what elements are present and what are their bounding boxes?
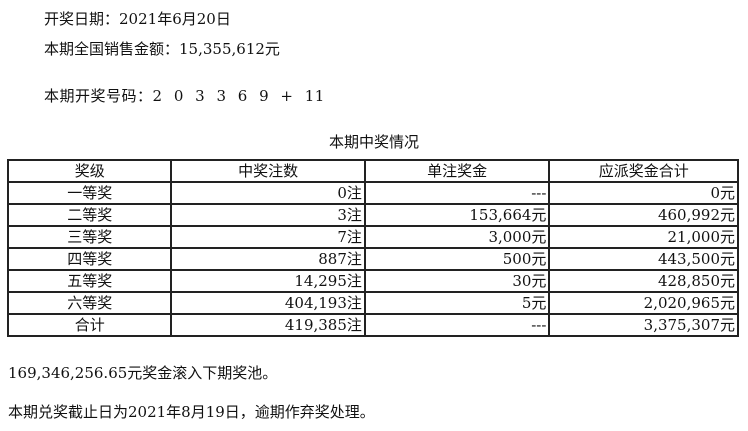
cell-total: 0元 [548, 181, 739, 205]
cell-level: 三等奖 [6, 225, 173, 249]
header-total: 应派奖金合计 [548, 159, 739, 183]
cell-level: 五等奖 [6, 269, 173, 293]
cell-prize: 153,664元 [363, 203, 551, 227]
cell-prize: --- [363, 313, 551, 337]
cell-level: 一等奖 [6, 181, 173, 205]
deadline-note: 本期兑奖截止日为2021年8月19日，逾期作弃奖处理。 [8, 403, 375, 421]
sales-value: 15,355,612元 [179, 40, 280, 58]
cell-total: 2,020,965元 [548, 291, 739, 315]
cell-level: 四等奖 [6, 247, 173, 271]
draw-date-value: 2021年6月20日 [119, 10, 231, 28]
cell-total: 443,500元 [548, 247, 739, 271]
table-row: 二等奖 3注 153,664元 460,992元 [6, 203, 739, 227]
sales: 本期全国销售金额：15,355,612元 [44, 38, 280, 59]
table-row: 六等奖 404,193注 5元 2,020,965元 [6, 291, 739, 315]
cell-level: 六等奖 [6, 291, 173, 315]
cell-prize: 5元 [363, 291, 551, 315]
prize-table: 奖级 中奖注数 单注奖金 应派奖金合计 一等奖 0注 --- 0元 二等奖 3注 153,6… [6, 159, 739, 337]
cell-count: 887注 [170, 247, 366, 271]
cell-count: 0注 [170, 181, 366, 205]
cell-count: 14,295注 [170, 269, 366, 293]
cell-total: 460,992元 [548, 203, 739, 227]
table-row: 合计 419,385注 --- 3,375,307元 [6, 313, 739, 337]
cell-total: 21,000元 [548, 225, 739, 249]
cell-prize: --- [363, 181, 551, 205]
cell-count: 419,385注 [170, 313, 366, 337]
numbers-label: 本期开奖号码： [44, 87, 153, 105]
cell-total: 3,375,307元 [548, 313, 739, 337]
cell-total: 428,850元 [548, 269, 739, 293]
cell-count: 404,193注 [170, 291, 366, 315]
winning-numbers: 本期开奖号码：2 0 3 3 6 9 + 11 [44, 85, 325, 106]
cell-count: 7注 [170, 225, 366, 249]
table-header: 奖级 中奖注数 单注奖金 应派奖金合计 [6, 159, 739, 183]
cell-prize: 3,000元 [363, 225, 551, 249]
header-count: 中奖注数 [170, 159, 366, 183]
header-prize: 单注奖金 [363, 159, 551, 183]
cell-level: 合计 [6, 313, 173, 337]
sales-label: 本期全国销售金额： [44, 40, 180, 58]
table-title: 本期中奖情况 [328, 133, 419, 151]
table-row: 一等奖 0注 --- 0元 [6, 181, 739, 205]
draw-date-label: 开奖日期： [44, 10, 120, 28]
cell-prize: 500元 [363, 247, 551, 271]
table-row: 三等奖 7注 3,000元 21,000元 [6, 225, 739, 249]
draw-date: 开奖日期：2021年6月20日 [44, 8, 231, 29]
table-row: 四等奖 887注 500元 443,500元 [6, 247, 739, 271]
cell-level: 二等奖 [6, 203, 173, 227]
cell-prize: 30元 [363, 269, 551, 293]
numbers-value: 2 0 3 3 6 9 + 11 [152, 87, 325, 105]
header-level: 奖级 [6, 159, 173, 183]
cell-count: 3注 [170, 203, 366, 227]
rollover-note: 169,346,256.65元奖金滚入下期奖池。 [8, 364, 278, 382]
table-row: 五等奖 14,295注 30元 428,850元 [6, 269, 739, 293]
